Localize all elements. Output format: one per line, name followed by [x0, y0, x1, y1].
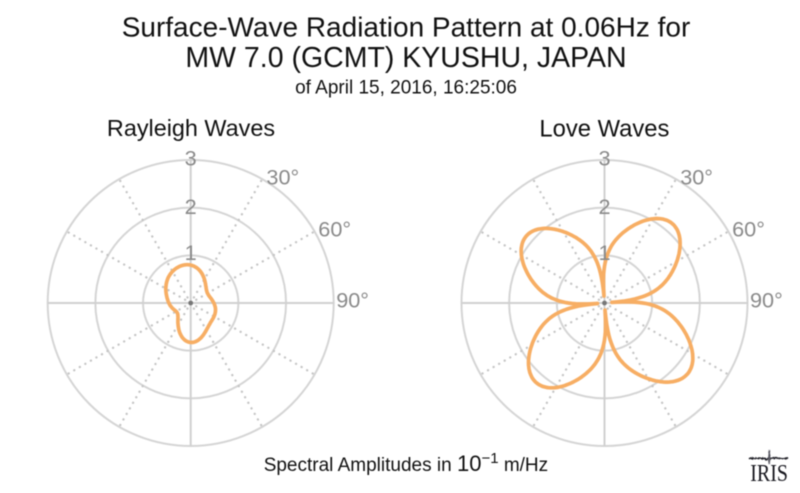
svg-text:1: 1	[185, 240, 197, 265]
svg-text:60°: 60°	[732, 216, 765, 241]
svg-text:IRIS: IRIS	[750, 459, 788, 486]
svg-text:2: 2	[185, 194, 197, 219]
svg-text:3: 3	[598, 145, 610, 170]
svg-text:3: 3	[185, 145, 197, 170]
svg-text:Rayleigh Waves: Rayleigh Waves	[107, 115, 275, 141]
svg-text:2: 2	[598, 194, 610, 219]
svg-text:90°: 90°	[336, 288, 369, 313]
svg-text:Spectral Amplitudes in 10−1 m/: Spectral Amplitudes in 10−1 m/Hz	[264, 450, 548, 476]
svg-text:MW 7.0 (GCMT) KYUSHU, JAPAN: MW 7.0 (GCMT) KYUSHU, JAPAN	[185, 42, 626, 74]
svg-text:30°: 30°	[680, 164, 713, 189]
svg-text:60°: 60°	[318, 216, 351, 241]
svg-text:Surface-Wave Radiation Pattern: Surface-Wave Radiation Pattern at 0.06Hz…	[122, 12, 691, 43]
svg-text:90°: 90°	[750, 288, 783, 313]
svg-text:of April 15, 2016, 16:25:06: of April 15, 2016, 16:25:06	[295, 78, 517, 99]
svg-text:Love Waves: Love Waves	[539, 116, 669, 143]
svg-text:30°: 30°	[266, 164, 299, 189]
svg-text:1: 1	[598, 240, 610, 265]
